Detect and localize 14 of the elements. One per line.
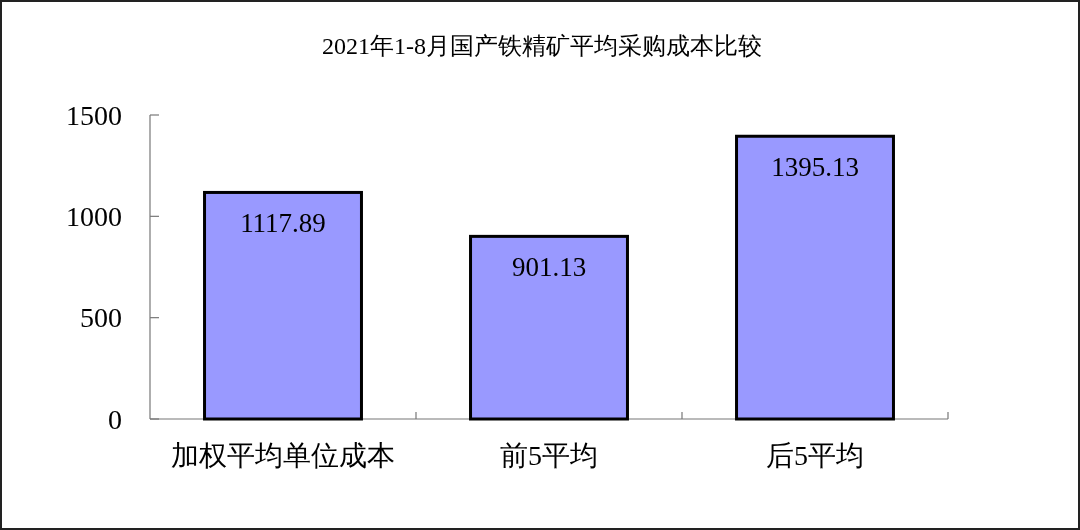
y-tick-label: 1000	[66, 201, 122, 233]
bar	[735, 134, 895, 421]
y-tick-label: 1500	[66, 99, 122, 131]
x-tick-label: 前5平均	[500, 440, 598, 471]
x-tick-label: 后5平均	[766, 440, 864, 471]
x-tick-label: 加权平均单位成本	[171, 440, 395, 471]
y-tick-label: 0	[108, 403, 122, 435]
data-label: 1395.13	[771, 152, 859, 183]
bar	[469, 234, 629, 421]
bar	[203, 190, 363, 421]
y-tick-label: 500	[80, 302, 122, 334]
data-label: 1117.89	[240, 208, 326, 239]
chart-title: 2021年1-8月国产铁精矿平均采购成本比较	[322, 33, 762, 59]
data-label: 901.13	[511, 252, 587, 283]
